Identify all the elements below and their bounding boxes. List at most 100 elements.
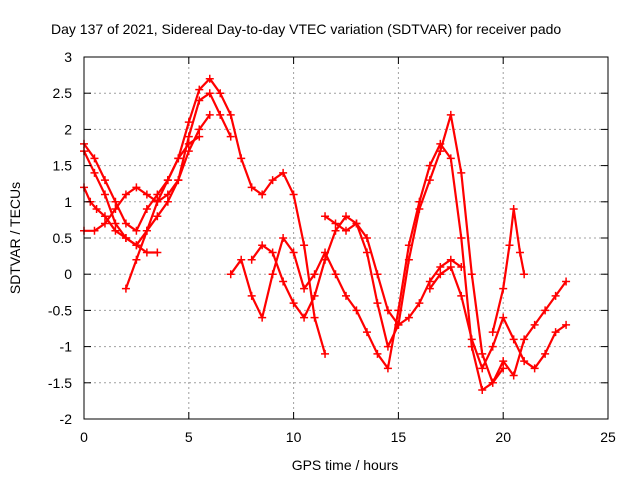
data-point-marker [321, 255, 330, 264]
data-point-marker [321, 349, 330, 358]
data-point-marker [205, 110, 214, 119]
y-tick-label: -0.5 [48, 302, 72, 318]
data-point-marker [446, 110, 455, 119]
data-point-marker [499, 357, 508, 366]
data-point-marker [279, 168, 288, 177]
grid [84, 57, 608, 419]
data-point-marker [90, 168, 99, 177]
data-point-marker [184, 132, 193, 141]
data-point-marker [132, 241, 141, 250]
data-point-marker [509, 205, 518, 214]
data-point-marker [331, 270, 340, 279]
data-point-marker [505, 241, 514, 250]
data-point-marker [300, 313, 309, 322]
data-point-marker [478, 364, 487, 373]
data-point-marker [258, 313, 267, 322]
data-point-marker [373, 349, 382, 358]
data-point-marker [226, 132, 235, 141]
chart-title: Day 137 of 2021, Sidereal Day-to-day VTE… [51, 21, 561, 37]
data-point-marker [446, 154, 455, 163]
data-point-marker [373, 299, 382, 308]
data-point-marker [436, 147, 445, 156]
data-point-marker [205, 74, 214, 83]
data-point-marker [300, 284, 309, 293]
data-point-marker [205, 89, 214, 98]
data-point-marker [362, 234, 371, 242]
data-point-marker [352, 306, 361, 315]
data-point-marker [184, 139, 193, 148]
data-point-marker [132, 183, 141, 192]
series-track-8 [323, 215, 463, 326]
data-point-marker [342, 212, 350, 221]
data-point-marker [446, 262, 455, 271]
data-point-marker [562, 320, 571, 329]
data-point-marker [111, 219, 120, 228]
data-point-marker [153, 197, 162, 206]
data-point-marker [530, 320, 539, 329]
data-point-marker [226, 110, 235, 119]
data-point-marker [383, 364, 392, 373]
data-point-marker [100, 190, 109, 199]
data-point-marker [425, 161, 434, 170]
y-tick-label: 2.5 [53, 85, 73, 101]
data-point-marker [530, 364, 539, 373]
data-point-marker [258, 241, 267, 250]
y-tick-label: 1 [64, 194, 72, 210]
data-point-marker [195, 132, 204, 141]
data-point-marker [289, 248, 298, 257]
series-track-9 [428, 265, 568, 370]
data-point-marker [111, 226, 120, 235]
y-tick-label: 0.5 [53, 230, 73, 246]
series-track-10 [491, 207, 526, 334]
data-point-marker [342, 226, 350, 235]
data-point-marker [352, 219, 361, 228]
data-point-marker [247, 255, 256, 264]
data-point-marker [195, 96, 204, 105]
series-track-4 [124, 135, 201, 290]
data-point-marker [174, 154, 183, 163]
data-point-marker [478, 349, 487, 358]
data-point-marker [90, 226, 99, 235]
data-point-marker [195, 125, 204, 134]
data-point-marker [509, 335, 518, 344]
data-point-marker [362, 328, 371, 337]
data-point-marker [121, 234, 130, 242]
data-point-marker [289, 299, 298, 308]
data-point-marker [394, 320, 403, 329]
data-point-marker [488, 342, 497, 351]
data-point-marker [436, 270, 445, 279]
data-point-marker [562, 277, 571, 286]
x-tick-label: 20 [495, 429, 511, 445]
data-point-marker [383, 342, 392, 351]
data-point-marker [226, 270, 235, 279]
x-tick-label: 0 [80, 429, 88, 445]
data-point-marker [457, 234, 466, 242]
data-point-marker [415, 299, 424, 308]
data-point-marker [415, 205, 424, 214]
data-point-marker [132, 255, 141, 264]
data-point-marker [499, 364, 508, 373]
axes: 0 5 10 15 20 25 -2 -1.5 -1 -0.5 0 0.5 1 1.5 2 2.5 3 [48, 49, 616, 445]
x-tick-label: 10 [286, 429, 302, 445]
data-point-marker [488, 328, 497, 337]
y-tick-label: -1 [60, 339, 73, 355]
data-point-marker [467, 270, 476, 279]
data-point-marker [121, 190, 130, 199]
data-point-marker [247, 183, 256, 192]
data-point-marker [499, 313, 508, 322]
data-point-marker [331, 226, 340, 235]
data-point-marker [279, 277, 288, 286]
data-point-marker [310, 270, 319, 279]
data-point-marker [404, 313, 413, 322]
data-point-marker [237, 255, 246, 264]
y-tick-label: -2 [60, 411, 73, 427]
data-point-marker [321, 212, 330, 221]
data-point-marker [457, 262, 466, 271]
data-point-marker [383, 306, 392, 315]
data-point-marker [100, 219, 109, 228]
data-point-marker [163, 197, 172, 206]
data-point-marker [541, 306, 550, 315]
data-point-marker [373, 270, 382, 279]
data-point-marker [478, 386, 487, 395]
